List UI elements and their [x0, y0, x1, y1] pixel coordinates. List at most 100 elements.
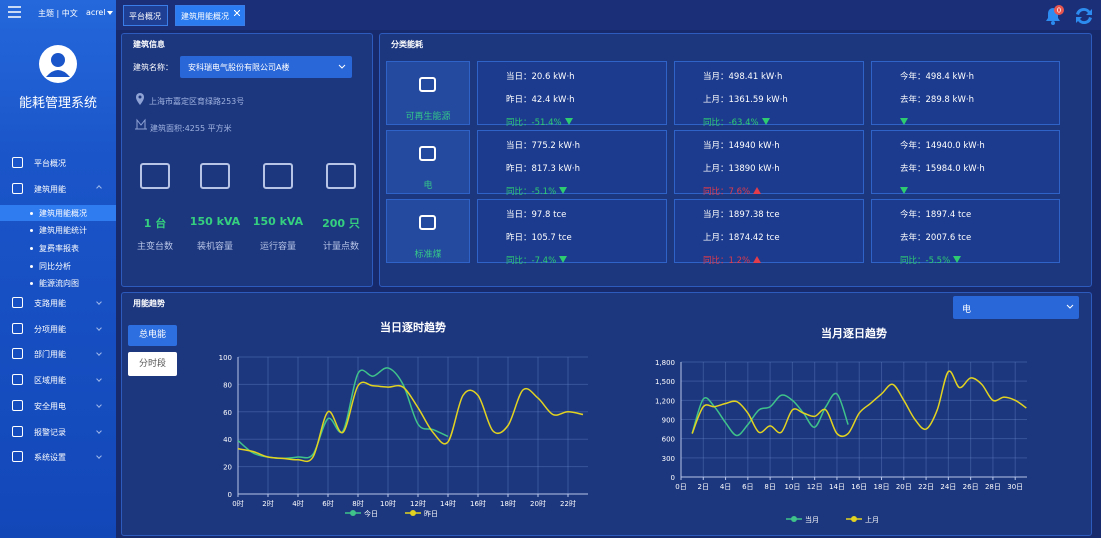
- cell-line: 去年：2007.6 tce: [900, 233, 972, 243]
- series-line: [237, 367, 449, 460]
- compare: 同比：-7.4%: [506, 256, 557, 266]
- menu-item[interactable]: 建筑用能: [34, 185, 66, 194]
- tab[interactable]: 建筑用能概况: [175, 5, 245, 26]
- trend-arrow: [753, 256, 762, 263]
- x-tick-label: 16日: [851, 483, 867, 491]
- tab[interactable]: 平台概况: [123, 5, 168, 26]
- y-tick-label: 60: [223, 409, 232, 417]
- series-line: [237, 381, 584, 463]
- chart-title: 当日逐时趋势: [380, 320, 446, 334]
- x-tick-label: 12日: [807, 483, 823, 491]
- compare: 同比：-63.4%: [703, 118, 759, 128]
- stat-label: 运行容量: [259, 242, 296, 252]
- cell-line: 上月：1361.59 kW·h: [703, 95, 788, 105]
- chart-monthly: 当月逐日趋势 0 300 600 900 1,200 1,500 1,800 0日 2日 4日 6日 8…: [655, 326, 1027, 524]
- submenu-item[interactable]: 能源流向图: [39, 279, 79, 288]
- cell-line: 当月：498.41 kW·h: [703, 72, 783, 82]
- menu-icon: [12, 323, 23, 334]
- menu-item[interactable]: 分项用能: [34, 325, 66, 334]
- theme-lang[interactable]: 主题 | 中文: [38, 9, 78, 18]
- menu-item[interactable]: 安全用电: [34, 402, 66, 411]
- menu-icon: [12, 348, 23, 359]
- stat-icon: [200, 163, 230, 189]
- y-tick-label: 80: [223, 381, 232, 389]
- compare: 同比：-5.5%: [900, 256, 951, 266]
- cell-line: 去年：289.8 kW·h: [900, 95, 974, 105]
- cell-line: 上月：13890 kW·h: [703, 164, 780, 174]
- trend-panel: [121, 292, 1092, 536]
- submenu-item[interactable]: 同比分析: [39, 262, 71, 271]
- stat-cell: [871, 199, 1060, 263]
- top-bar: [116, 0, 1101, 30]
- period-button[interactable]: 分时段: [128, 352, 177, 376]
- menu-icon: [12, 157, 23, 168]
- submenu-item[interactable]: 建筑用能概况: [39, 209, 87, 218]
- cell-line: 昨日：42.4 kW·h: [506, 95, 575, 105]
- cell-line: 今年：1897.4 tce: [900, 210, 972, 220]
- compare: 同比：7.6%: [703, 187, 751, 197]
- stat-label: 计量点数: [322, 242, 359, 252]
- legend-label: 昨日: [424, 509, 438, 518]
- menu-icon: [12, 297, 23, 308]
- x-tick-label: 8日: [764, 483, 775, 491]
- category-box[interactable]: [386, 130, 470, 194]
- menu-item[interactable]: 系统设置: [34, 453, 66, 462]
- notification-badge: 0: [1057, 7, 1061, 15]
- legend-label: 今日: [364, 509, 378, 518]
- total-energy-button[interactable]: 总电能: [128, 325, 177, 346]
- x-tick-label: 0时: [232, 499, 243, 508]
- category-icon: [419, 215, 436, 230]
- tab-close[interactable]: [234, 10, 240, 16]
- menu-icon: [12, 426, 23, 437]
- cell-line: 当日：20.6 kW·h: [506, 72, 575, 82]
- building-select[interactable]: [180, 56, 352, 78]
- cell-line: 昨日：105.7 tce: [506, 233, 572, 243]
- menu-item[interactable]: 区域用能: [34, 376, 66, 385]
- category-name: 电: [423, 181, 433, 191]
- panel-title: 分类能耗: [391, 40, 423, 49]
- chart-title: 当月逐日趋势: [821, 326, 887, 340]
- y-tick-label: 20: [223, 464, 232, 472]
- chevron: [1066, 304, 1074, 309]
- submenu-item[interactable]: 复费率报表: [39, 244, 79, 253]
- stat-value: 1 台: [143, 217, 167, 230]
- y-tick-label: 40: [223, 436, 232, 444]
- category-box[interactable]: [386, 199, 470, 263]
- x-tick-label: 22时: [560, 499, 576, 508]
- panel-title: 建筑信息: [133, 40, 165, 49]
- menu-item[interactable]: 部门用能: [34, 350, 66, 359]
- name-label: 建筑名称：: [133, 63, 173, 72]
- trend-arrow: [753, 187, 762, 194]
- stat-cell: [871, 61, 1060, 125]
- submenu-item[interactable]: 建筑用能统计: [39, 226, 87, 235]
- menu-item[interactable]: 平台概况: [34, 159, 66, 168]
- cell-line: 今年：498.4 kW·h: [900, 72, 974, 82]
- y-tick-label: 300: [662, 455, 675, 463]
- trend-arrow: [953, 256, 962, 263]
- x-tick-label: 20时: [530, 499, 546, 508]
- energy-select[interactable]: [953, 296, 1079, 319]
- cell-line: 当日：775.2 kW·h: [506, 141, 580, 151]
- cell-line: 昨日：817.3 kW·h: [506, 164, 580, 174]
- x-tick-label: 2日: [698, 483, 709, 491]
- cell-line: 今年：14940.0 kW·h: [900, 141, 985, 151]
- menu-active: [0, 205, 116, 221]
- menu-item[interactable]: 支路用能: [34, 299, 66, 308]
- stat-icon: [326, 163, 356, 189]
- system-name: 能耗管理系统: [18, 96, 97, 111]
- y-tick-label: 0: [671, 474, 675, 482]
- menu-toggle[interactable]: [8, 6, 22, 18]
- x-tick-label: 6日: [742, 483, 753, 491]
- x-tick-label: 20日: [896, 483, 912, 491]
- menu-item[interactable]: 报警记录: [34, 428, 66, 437]
- submenu-dot: [30, 229, 33, 232]
- category-icon: [419, 146, 436, 161]
- x-tick-label: 16时: [470, 499, 486, 508]
- legend-label: 上月: [865, 515, 879, 524]
- legend-swatch: [350, 510, 356, 516]
- stat-label: 主变台数: [136, 242, 173, 252]
- category-box[interactable]: [386, 61, 470, 125]
- user[interactable]: acrel: [86, 8, 106, 17]
- refresh[interactable]: [1076, 7, 1092, 25]
